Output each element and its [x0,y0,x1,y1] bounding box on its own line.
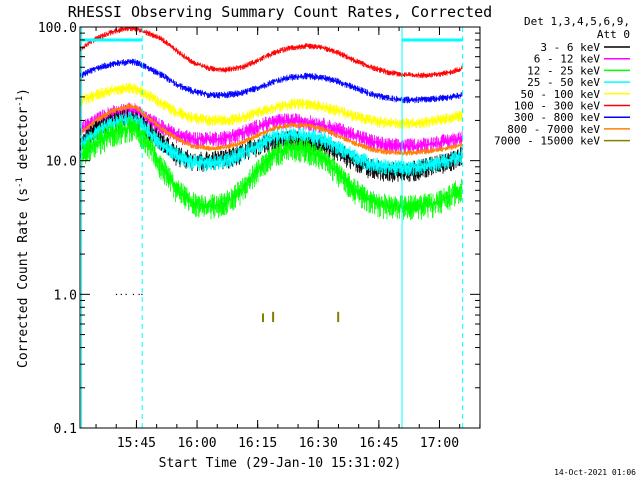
legend-header-line2: Att 0 [597,28,630,41]
sparse-point-0 [115,293,118,296]
legend-entry-6-12-kev: 6 - 12 keV [534,53,630,66]
markers-layer [81,27,464,428]
x-tick-label-16-15: 16:15 [238,436,277,451]
x-tick-labels: 15:45 16:00 16:15 16:30 16:45 17:00 [117,436,459,451]
legend-header-line1: Det 1,3,4,5,6,9, [524,15,630,28]
y-tick-label-10-0: 10.0 [46,155,77,170]
sparse-point-3 [132,293,135,296]
legend-entry-7000-15000-kev: 7000 - 15000 keV [494,135,630,148]
x-tick-label-17-00: 17:00 [420,436,459,451]
sparse-point-4 [138,293,140,296]
legend-entry-25-50-kev: 25 - 50 keV [527,76,630,89]
x-axis-label: Start Time (29-Jan-10 15:31:02) [159,456,402,471]
legend-entry-100-300-kev: 100 - 300 keV [514,100,630,113]
sparse-point-1 [120,293,122,296]
legend-label: 12 - 25 keV [527,64,600,77]
legend-label: 7000 - 15000 keV [494,135,600,148]
legend-entry-3-6-kev: 3 - 6 keV [540,41,630,54]
legend-label: 6 - 12 keV [534,53,601,66]
legend-entry-300-800-kev: 300 - 800 keV [514,111,630,124]
x-tick-label-16-00: 16:00 [177,436,216,451]
legend-label: 800 - 7000 keV [507,123,600,136]
sparse-point-5 [141,293,143,296]
legend-entry-800-7000-kev: 800 - 7000 keV [507,123,630,136]
y-axis-label: Corrected Count Rate (s-1 detector-1) [15,88,31,368]
sparse-point-2 [125,293,127,296]
series-12-25-kev [80,117,463,221]
y-tick-label-0-1: 0.1 [54,422,77,437]
legend-label: 25 - 50 keV [527,76,600,89]
legend-label: 300 - 800 keV [514,111,600,124]
series-50-100-kev [80,82,463,129]
x-tick-label-15-45: 15:45 [117,436,156,451]
series-layer [80,27,463,221]
series-300-800-kev [80,58,463,104]
x-tick-label-16-30: 16:30 [299,436,338,451]
y-tick-label-100-0: 100.0 [38,21,77,36]
y-tick-label-1-0: 1.0 [54,288,77,303]
legend-label: 3 - 6 keV [540,41,600,54]
series-25-50-kev [80,111,463,177]
axis-ticks [80,27,481,429]
series-100-300-kev [80,27,463,79]
x-tick-label-16-45: 16:45 [359,436,398,451]
series-800-7000-kev [80,103,463,156]
legend-label: 50 - 100 keV [521,88,601,101]
plot-frame [79,26,481,429]
y-tick-labels: 0.1 1.0 10.0 100.0 [38,21,77,437]
legend-label: 100 - 300 keV [514,100,600,113]
chart-title: RHESSI Observing Summary Count Rates, Co… [68,3,492,21]
legend-entry-50-100-kev: 50 - 100 keV [521,88,630,101]
legend-entry-12-25-kev: 12 - 25 keV [527,64,630,77]
footer-timestamp: 14-Oct-2021 01:06 [554,468,636,477]
